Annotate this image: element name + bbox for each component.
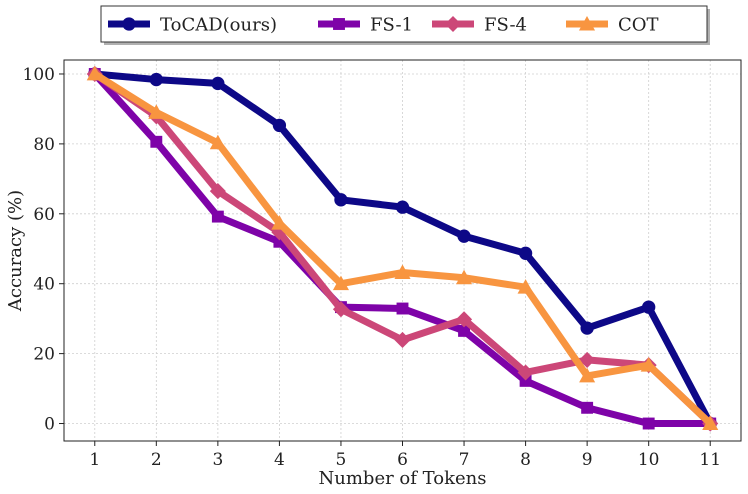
series-tocad-ours- bbox=[88, 67, 717, 431]
data-point bbox=[579, 367, 596, 383]
x-tick-label: 7 bbox=[459, 450, 470, 470]
data-point bbox=[86, 65, 103, 81]
legend-label: FS-1 bbox=[370, 15, 413, 36]
data-point bbox=[457, 229, 471, 243]
data-point bbox=[579, 351, 596, 368]
data-point bbox=[517, 279, 534, 294]
y-tick-label: 60 bbox=[33, 205, 55, 225]
data-point bbox=[271, 215, 288, 230]
legend-entry: FS-1 bbox=[318, 15, 413, 36]
data-point bbox=[149, 72, 163, 87]
data-point bbox=[580, 321, 594, 335]
data-point bbox=[519, 374, 532, 387]
data-point bbox=[455, 269, 473, 285]
x-tick-label: 11 bbox=[699, 450, 721, 470]
legend-entry: COT bbox=[566, 15, 659, 36]
x-axis-label: Number of Tokens bbox=[319, 468, 487, 489]
data-point bbox=[581, 401, 594, 414]
data-point bbox=[272, 118, 287, 133]
x-tick-label: 9 bbox=[582, 450, 593, 470]
series-layer bbox=[86, 65, 719, 432]
data-point bbox=[273, 235, 286, 248]
x-tick-label: 5 bbox=[336, 450, 347, 470]
data-point bbox=[150, 135, 163, 148]
data-point bbox=[458, 324, 470, 337]
data-point bbox=[334, 193, 348, 207]
data-point bbox=[642, 300, 656, 314]
x-tick-label: 2 bbox=[151, 450, 162, 470]
y-tick-label: 100 bbox=[23, 65, 55, 85]
legend-entry: ToCAD(ours) bbox=[108, 15, 277, 36]
y-tick-label: 0 bbox=[44, 415, 55, 435]
x-tick-label: 8 bbox=[520, 450, 531, 470]
data-point bbox=[518, 246, 533, 260]
x-tick-label: 10 bbox=[638, 450, 660, 470]
legend-marker bbox=[122, 17, 136, 31]
x-tick-label: 3 bbox=[212, 450, 223, 470]
data-point bbox=[211, 76, 225, 91]
legend-marker bbox=[333, 18, 345, 30]
data-point bbox=[211, 210, 224, 223]
legend-label: COT bbox=[618, 15, 659, 36]
x-tick-label: 1 bbox=[89, 450, 100, 470]
data-point bbox=[642, 417, 655, 430]
data-point bbox=[517, 364, 534, 381]
data-point bbox=[332, 301, 350, 318]
data-point bbox=[396, 302, 409, 315]
legend-marker bbox=[578, 15, 596, 31]
legend-label: FS-4 bbox=[484, 15, 527, 36]
data-point bbox=[148, 104, 165, 119]
data-point bbox=[702, 415, 719, 430]
series-cot bbox=[86, 65, 719, 430]
ticks: 1 2 3 4 5 6 7 8 9 10 11 0 20 40 60 80 100 bbox=[23, 65, 722, 470]
data-point bbox=[394, 331, 411, 349]
x-tick-label: 6 bbox=[397, 450, 408, 470]
legend-label: ToCAD(ours) bbox=[160, 15, 277, 36]
legend: ToCAD(ours) FS-1 FS-4 COT bbox=[100, 5, 710, 45]
data-point bbox=[209, 134, 226, 150]
data-point bbox=[455, 311, 473, 328]
legend-entry: FS-4 bbox=[432, 15, 527, 36]
data-point bbox=[209, 183, 226, 200]
y-tick-label: 80 bbox=[33, 135, 55, 155]
y-tick-label: 20 bbox=[33, 345, 55, 365]
data-point bbox=[640, 357, 657, 372]
legend-marker bbox=[444, 15, 462, 33]
y-axis-label: Accuracy (%) bbox=[5, 190, 26, 312]
data-point bbox=[395, 200, 410, 214]
data-point bbox=[394, 264, 411, 279]
data-point bbox=[332, 275, 350, 291]
x-tick-label: 4 bbox=[274, 450, 285, 470]
y-tick-label: 40 bbox=[33, 275, 55, 295]
